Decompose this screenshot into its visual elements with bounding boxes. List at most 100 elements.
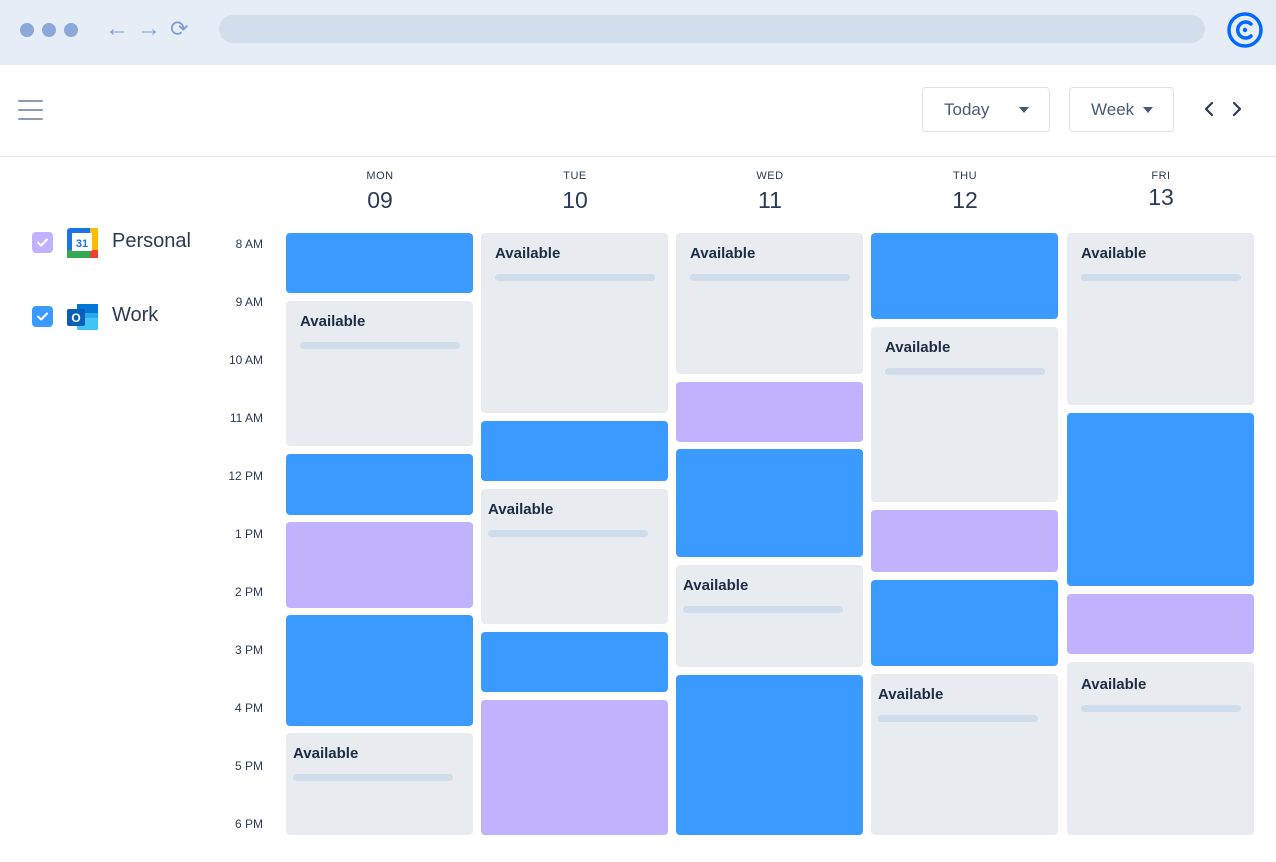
outlook-letter: O bbox=[71, 311, 80, 325]
placeholder-bar bbox=[878, 715, 1038, 722]
time-label: 11 AM bbox=[229, 411, 263, 425]
window-dot bbox=[20, 23, 34, 37]
day-of-week: WED bbox=[756, 170, 784, 182]
day-number: 11 bbox=[758, 187, 782, 213]
day-number: 10 bbox=[562, 187, 588, 213]
day-of-week: TUE bbox=[563, 170, 587, 182]
day-number: 09 bbox=[367, 187, 393, 213]
time-label: 5 PM bbox=[234, 759, 263, 773]
work-checkbox[interactable] bbox=[32, 306, 53, 327]
chevron-right-icon[interactable] bbox=[1227, 95, 1247, 123]
placeholder-bar bbox=[1081, 705, 1241, 712]
browser-chrome: ← → ⟳ bbox=[0, 0, 1276, 65]
work-event[interactable] bbox=[286, 233, 473, 293]
check-icon bbox=[37, 312, 48, 321]
available-label: Available bbox=[488, 501, 554, 518]
check-icon bbox=[37, 238, 48, 247]
window-dot bbox=[64, 23, 78, 37]
placeholder-bar bbox=[293, 774, 453, 781]
available-label: Available bbox=[495, 245, 561, 262]
available-label: Available bbox=[885, 339, 951, 356]
time-label: 9 AM bbox=[235, 295, 263, 309]
google-calendar-date: 31 bbox=[76, 238, 88, 250]
work-event[interactable] bbox=[481, 632, 668, 692]
personal-event[interactable] bbox=[481, 700, 668, 835]
available-label: Available bbox=[293, 745, 359, 762]
work-event[interactable] bbox=[871, 580, 1058, 666]
available-slot[interactable]: Available bbox=[286, 301, 473, 446]
day-of-week: FRI bbox=[1151, 170, 1171, 182]
personal-checkbox[interactable] bbox=[32, 232, 53, 253]
google-calendar-icon: 31 bbox=[67, 228, 98, 258]
work-event[interactable] bbox=[481, 421, 668, 481]
time-label: 8 AM bbox=[235, 237, 263, 251]
forward-arrow-icon[interactable]: → bbox=[137, 15, 161, 42]
personal-event[interactable] bbox=[871, 510, 1058, 572]
back-arrow-icon[interactable]: ← bbox=[105, 15, 129, 42]
view-select[interactable]: Week bbox=[1069, 87, 1174, 132]
address-bar[interactable] bbox=[219, 15, 1205, 43]
placeholder-bar bbox=[690, 274, 850, 281]
available-slot[interactable]: Available bbox=[286, 733, 473, 835]
available-label: Available bbox=[878, 686, 944, 703]
available-slot[interactable]: Available bbox=[1067, 662, 1254, 835]
available-label: Available bbox=[690, 245, 756, 262]
day-number: 12 bbox=[952, 187, 978, 213]
available-slot[interactable]: Available bbox=[871, 327, 1058, 502]
available-label: Available bbox=[683, 577, 749, 594]
time-label: 10 AM bbox=[228, 353, 263, 367]
hamburger-icon[interactable] bbox=[18, 100, 43, 120]
caret-down-icon bbox=[1143, 107, 1153, 113]
available-label: Available bbox=[1081, 245, 1147, 262]
placeholder-bar bbox=[495, 274, 655, 281]
work-event[interactable] bbox=[676, 675, 863, 835]
work-event[interactable] bbox=[676, 449, 863, 557]
time-label: 2 PM bbox=[234, 585, 263, 599]
calendar-toolbar: Today Week bbox=[0, 65, 1276, 157]
view-label: Week bbox=[1091, 100, 1135, 119]
calendar-label-personal: Personal bbox=[112, 230, 191, 252]
today-label: Today bbox=[944, 100, 990, 119]
placeholder-bar bbox=[683, 606, 843, 613]
personal-event[interactable] bbox=[286, 522, 473, 608]
reload-icon[interactable]: ⟳ bbox=[170, 16, 189, 41]
available-label: Available bbox=[300, 313, 366, 330]
available-slot[interactable]: Available bbox=[481, 489, 668, 624]
personal-event[interactable] bbox=[1067, 594, 1254, 654]
outlook-icon: O bbox=[67, 304, 98, 330]
day-of-week: THU bbox=[952, 170, 978, 182]
work-event[interactable] bbox=[871, 233, 1058, 319]
calendly-logo-icon[interactable] bbox=[1227, 12, 1263, 48]
work-event[interactable] bbox=[1067, 413, 1254, 586]
personal-event[interactable] bbox=[676, 382, 863, 442]
available-label: Available bbox=[1081, 676, 1147, 693]
time-label: 4 PM bbox=[234, 701, 263, 715]
placeholder-bar bbox=[1081, 274, 1241, 281]
calendar-label-work: Work bbox=[112, 304, 159, 326]
day-header-mon: MON 09 bbox=[286, 170, 474, 214]
chevron-left-icon[interactable] bbox=[1199, 95, 1219, 123]
placeholder-bar bbox=[300, 342, 460, 349]
day-header-wed: WED 11 bbox=[676, 170, 864, 214]
day-header-fri: FRI 13 bbox=[1067, 170, 1255, 211]
available-slot[interactable]: Available bbox=[1067, 233, 1254, 405]
day-header-tue: TUE 10 bbox=[481, 170, 669, 214]
time-label: 3 PM bbox=[234, 643, 263, 657]
work-event[interactable] bbox=[286, 454, 473, 515]
day-of-week: MON bbox=[366, 170, 394, 182]
placeholder-bar bbox=[488, 530, 648, 537]
placeholder-bar bbox=[885, 368, 1045, 375]
time-label: 1 PM bbox=[234, 527, 263, 541]
available-slot[interactable]: Available bbox=[481, 233, 668, 413]
today-button[interactable]: Today bbox=[922, 87, 1050, 132]
time-label: 12 PM bbox=[228, 469, 263, 483]
day-number: 13 bbox=[1148, 184, 1174, 210]
available-slot[interactable]: Available bbox=[871, 674, 1058, 835]
available-slot[interactable]: Available bbox=[676, 565, 863, 667]
available-slot[interactable]: Available bbox=[676, 233, 863, 374]
work-event[interactable] bbox=[286, 615, 473, 726]
time-label: 6 PM bbox=[234, 817, 263, 831]
caret-down-icon bbox=[1019, 107, 1029, 113]
day-header-thu: THU 12 bbox=[871, 170, 1059, 214]
window-dot bbox=[42, 23, 56, 37]
